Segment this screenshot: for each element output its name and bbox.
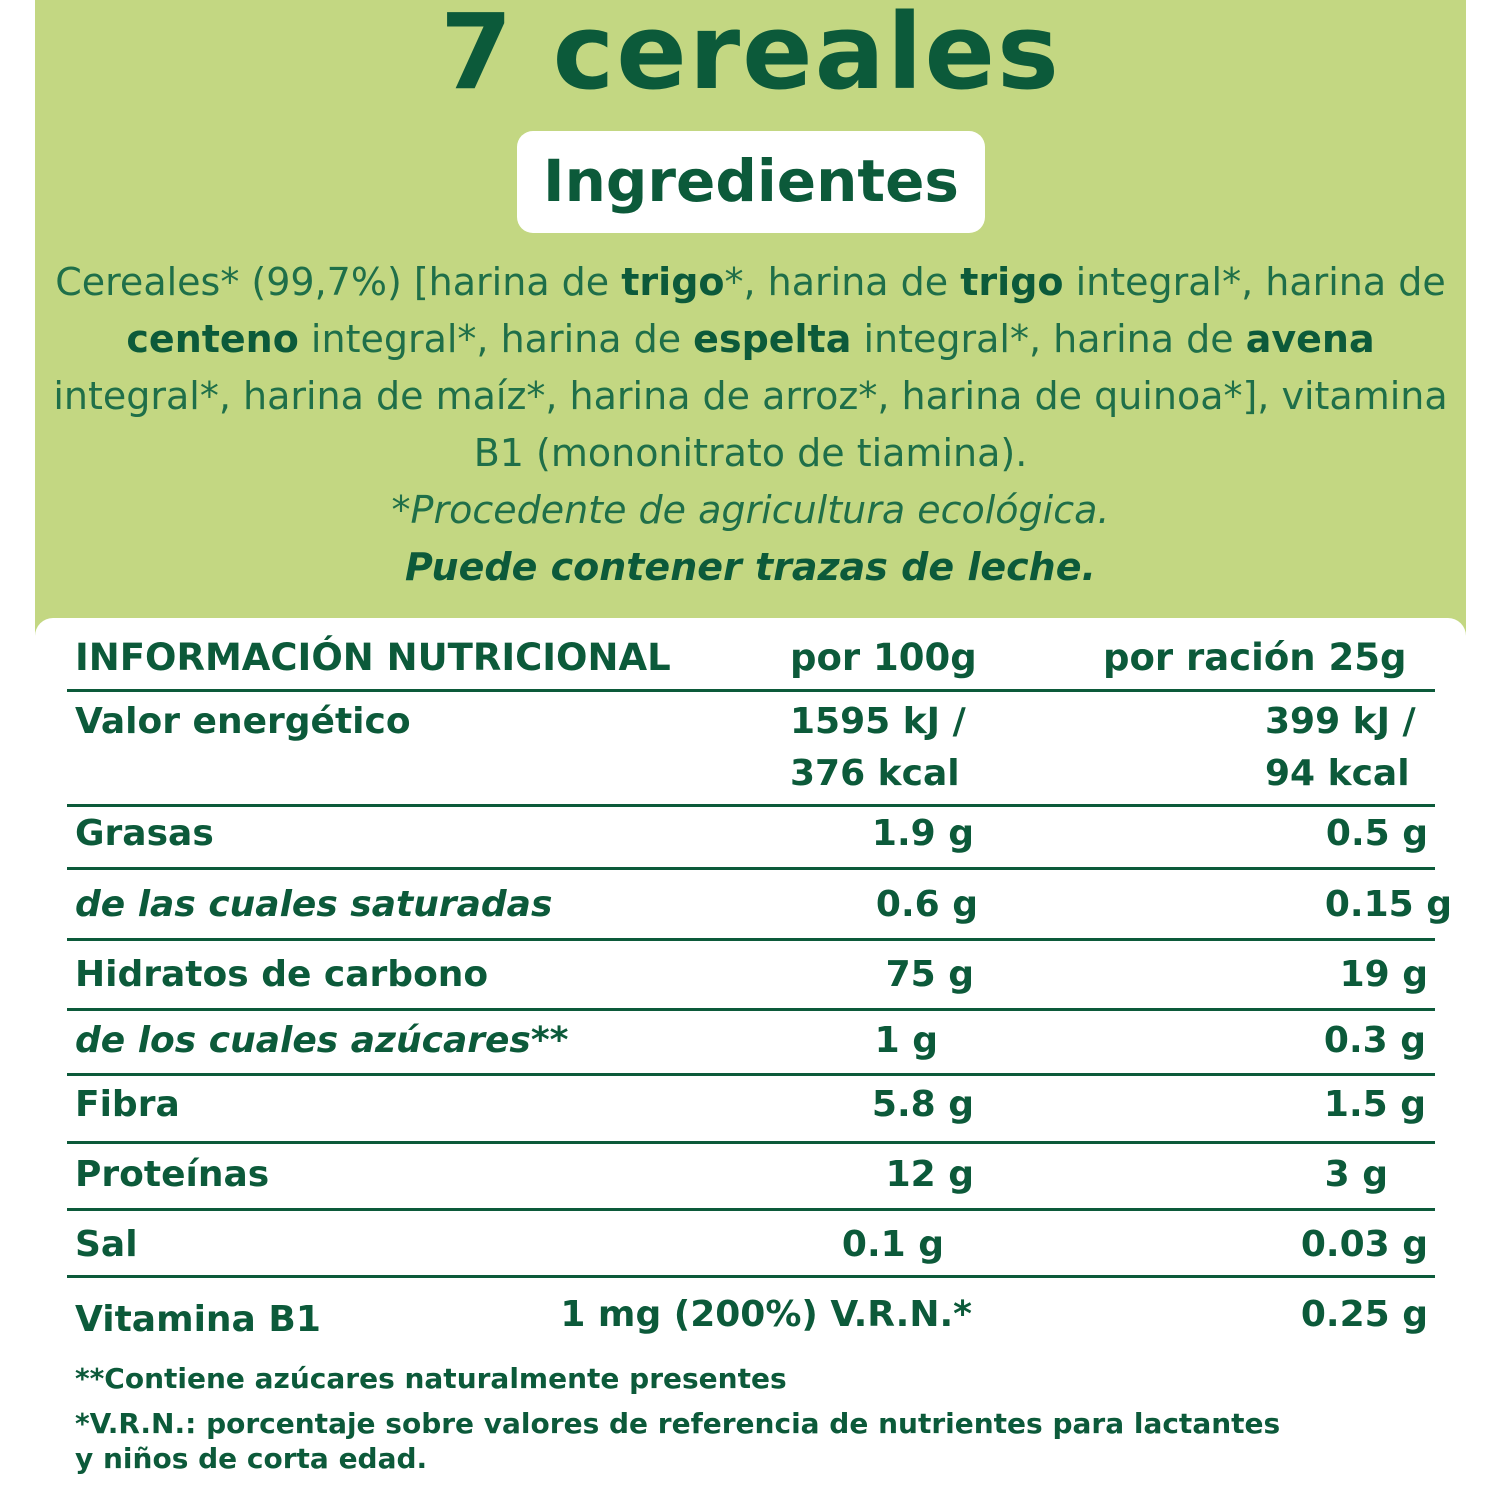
table-rule <box>67 689 1435 692</box>
allergen-espelta: espelta <box>693 317 852 361</box>
allergen-trigo: trigo <box>960 260 1064 304</box>
ingredient-text: Cereales* (99,7%) [harina de <box>55 260 622 304</box>
table-rule <box>67 804 1435 807</box>
vitamin-b1-per100: 1 mg (200%) V.R.N.* <box>560 1294 972 1335</box>
nutrition-header-label: INFORMACIÓN NUTRICIONAL <box>75 636 671 679</box>
footnote-vrn-line2: y niños de corta edad. <box>75 1442 428 1475</box>
row-label-fat: Grasas <box>75 813 214 854</box>
vitamin-b1-serving: 0.25 g <box>1300 1294 1428 1335</box>
row-label-carbs: Hidratos de carbono <box>75 954 489 995</box>
energy-serving-kj: 399 kJ / <box>1265 701 1416 742</box>
allergen-trigo: trigo <box>621 260 725 304</box>
ingredient-text: integral*, harina de <box>298 317 694 361</box>
row-label-salt: Sal <box>75 1224 138 1265</box>
allergen-avena: avena <box>1245 317 1375 361</box>
salt-per100: 0.1 g <box>841 1224 944 1265</box>
table-rule <box>67 1008 1435 1011</box>
fibre-serving: 1.5 g <box>1323 1084 1426 1125</box>
fat-per100: 1.9 g <box>871 813 974 854</box>
sugars-per100: 1 g <box>874 1020 938 1061</box>
table-rule <box>67 1141 1435 1144</box>
energy-per100-kcal: 376 kcal <box>790 753 960 794</box>
ingredients-block: Cereales* (99,7%) [harina de trigo*, har… <box>45 254 1456 596</box>
ingredient-text: *, harina de <box>724 260 961 304</box>
sugars-serving: 0.3 g <box>1323 1020 1426 1061</box>
product-title: 7 cereales <box>440 0 1061 113</box>
nutrition-header-serving: por ración 25g <box>1103 636 1407 679</box>
row-label-fibre: Fibra <box>75 1084 180 1125</box>
table-rule <box>67 938 1435 941</box>
saturated-per100: 0.6 g <box>875 884 978 925</box>
table-rule <box>67 867 1435 870</box>
table-rule <box>67 1275 1435 1278</box>
protein-per100: 12 g <box>885 1154 974 1195</box>
footnote-sugars: **Contiene azúcares naturalmente present… <box>75 1362 787 1395</box>
fibre-per100: 5.8 g <box>871 1084 974 1125</box>
ingredient-text: integral*, harina de <box>1063 260 1446 304</box>
ingredient-text: integral*, harina de <box>851 317 1246 361</box>
carbs-serving: 19 g <box>1339 954 1428 995</box>
product-label: 7 cereales Ingredientes Cereales* (99,7%… <box>35 0 1466 1500</box>
ingredients-heading: Ingredientes <box>517 131 985 233</box>
allergen-note: Puede contener trazas de leche. <box>405 545 1096 589</box>
allergen-centeno: centeno <box>126 317 299 361</box>
saturated-serving: 0.15 g <box>1324 884 1452 925</box>
fat-serving: 0.5 g <box>1325 813 1428 854</box>
carbs-per100: 75 g <box>885 954 974 995</box>
row-label-energy: Valor energético <box>75 701 411 742</box>
salt-serving: 0.03 g <box>1300 1224 1428 1265</box>
protein-serving: 3 g <box>1324 1154 1388 1195</box>
organic-note: *Procedente de agricultura ecológica. <box>391 488 1110 532</box>
table-rule <box>67 1208 1435 1211</box>
energy-serving-kcal: 94 kcal <box>1265 753 1410 794</box>
row-label-sugars: de los cuales azúcares** <box>75 1020 569 1061</box>
nutrition-header-per100: por 100g <box>790 636 977 679</box>
table-rule <box>67 1073 1435 1076</box>
ingredient-text: integral*, harina de maíz*, harina de ar… <box>53 374 1448 475</box>
footnote-vrn-line1: *V.R.N.: porcentaje sobre valores de ref… <box>75 1407 1281 1440</box>
nutrition-table: INFORMACIÓN NUTRICIONAL por 100g por rac… <box>35 618 1466 1500</box>
row-label-saturated: de las cuales saturadas <box>75 884 553 925</box>
row-label-vitamin-b1: Vitamina B1 <box>75 1299 321 1340</box>
row-label-protein: Proteínas <box>75 1154 270 1195</box>
energy-per100-kj: 1595 kJ / <box>790 701 966 742</box>
ingredients-list: Cereales* (99,7%) [harina de trigo*, har… <box>53 260 1447 475</box>
